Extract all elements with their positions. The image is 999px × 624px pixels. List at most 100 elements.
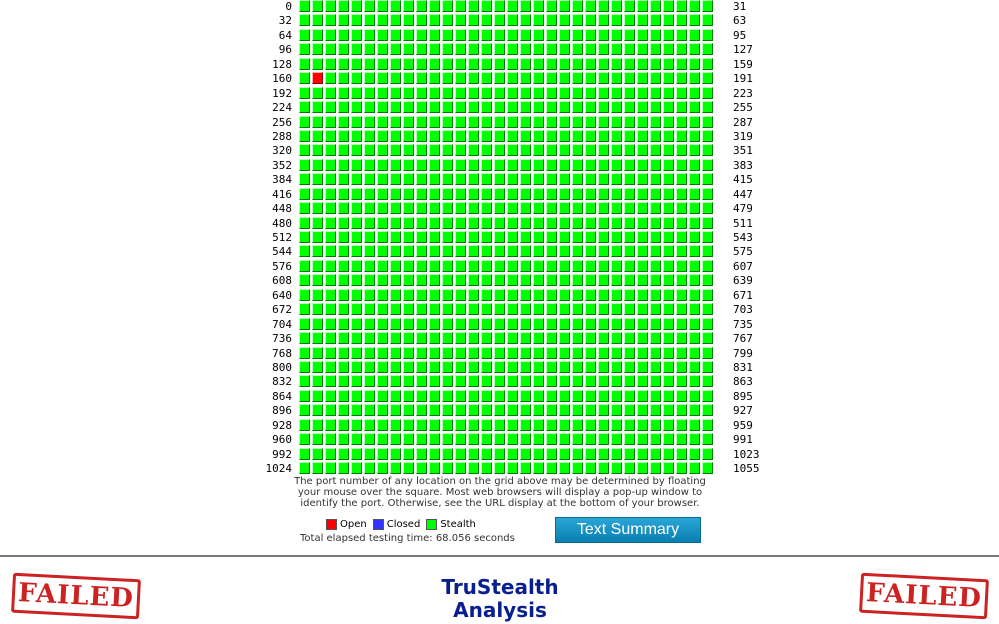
port-cell[interactable]	[494, 29, 505, 41]
port-cell[interactable]	[442, 116, 453, 128]
port-cell[interactable]	[585, 130, 596, 142]
port-cell[interactable]	[429, 87, 440, 99]
port-cell[interactable]	[455, 188, 466, 200]
port-cell[interactable]	[637, 130, 648, 142]
port-cell[interactable]	[442, 217, 453, 229]
port-cell[interactable]	[689, 72, 700, 84]
port-cell[interactable]	[637, 318, 648, 330]
port-cell[interactable]	[416, 72, 427, 84]
port-cell[interactable]	[559, 29, 570, 41]
port-cell[interactable]	[416, 375, 427, 387]
port-cell[interactable]	[520, 217, 531, 229]
port-cell[interactable]	[325, 260, 336, 272]
port-cell[interactable]	[650, 419, 661, 431]
port-cell[interactable]	[312, 404, 323, 416]
port-cell[interactable]	[572, 87, 583, 99]
port-cell[interactable]	[624, 173, 635, 185]
port-cell[interactable]	[585, 116, 596, 128]
port-cell[interactable]	[663, 173, 674, 185]
port-cell[interactable]	[299, 419, 310, 431]
port-cell[interactable]	[520, 462, 531, 474]
port-cell[interactable]	[676, 289, 687, 301]
port-cell[interactable]	[676, 159, 687, 171]
port-cell[interactable]	[546, 0, 557, 12]
port-cell[interactable]	[520, 0, 531, 12]
port-cell[interactable]	[637, 0, 648, 12]
port-cell[interactable]	[468, 433, 479, 445]
port-cell[interactable]	[494, 361, 505, 373]
port-cell[interactable]	[351, 58, 362, 70]
port-cell[interactable]	[351, 274, 362, 286]
port-cell[interactable]	[689, 159, 700, 171]
port-cell[interactable]	[442, 375, 453, 387]
port-cell[interactable]	[481, 375, 492, 387]
port-cell[interactable]	[364, 159, 375, 171]
port-cell[interactable]	[312, 433, 323, 445]
port-cell[interactable]	[559, 14, 570, 26]
port-cell[interactable]	[507, 433, 518, 445]
port-cell[interactable]	[533, 332, 544, 344]
port-cell[interactable]	[663, 433, 674, 445]
port-cell[interactable]	[624, 260, 635, 272]
port-cell[interactable]	[702, 390, 713, 402]
port-cell[interactable]	[611, 448, 622, 460]
port-cell[interactable]	[663, 58, 674, 70]
port-cell[interactable]	[611, 159, 622, 171]
port-cell[interactable]	[377, 130, 388, 142]
port-cell[interactable]	[403, 101, 414, 113]
port-cell[interactable]	[364, 101, 375, 113]
port-cell[interactable]	[390, 462, 401, 474]
port-cell[interactable]	[676, 116, 687, 128]
port-cell[interactable]	[325, 375, 336, 387]
port-cell[interactable]	[572, 217, 583, 229]
port-cell[interactable]	[507, 231, 518, 243]
port-cell[interactable]	[429, 274, 440, 286]
port-cell[interactable]	[611, 289, 622, 301]
port-cell[interactable]	[429, 347, 440, 359]
port-cell[interactable]	[390, 448, 401, 460]
port-cell[interactable]	[572, 260, 583, 272]
port-cell[interactable]	[520, 159, 531, 171]
port-cell[interactable]	[676, 274, 687, 286]
port-cell[interactable]	[351, 260, 362, 272]
port-cell[interactable]	[364, 245, 375, 257]
port-cell[interactable]	[520, 173, 531, 185]
port-cell[interactable]	[390, 58, 401, 70]
port-cell[interactable]	[507, 361, 518, 373]
port-cell[interactable]	[364, 116, 375, 128]
port-cell[interactable]	[325, 130, 336, 142]
port-cell[interactable]	[598, 217, 609, 229]
port-cell[interactable]	[585, 217, 596, 229]
port-cell[interactable]	[546, 375, 557, 387]
port-cell[interactable]	[403, 130, 414, 142]
port-cell[interactable]	[468, 217, 479, 229]
port-cell[interactable]	[455, 419, 466, 431]
port-cell[interactable]	[364, 289, 375, 301]
port-cell[interactable]	[325, 14, 336, 26]
port-cell[interactable]	[637, 260, 648, 272]
port-cell[interactable]	[624, 116, 635, 128]
port-cell[interactable]	[676, 72, 687, 84]
port-cell[interactable]	[494, 231, 505, 243]
port-cell[interactable]	[351, 87, 362, 99]
port-cell[interactable]	[455, 130, 466, 142]
port-cell[interactable]	[520, 303, 531, 315]
port-cell[interactable]	[416, 217, 427, 229]
port-cell[interactable]	[325, 0, 336, 12]
port-cell[interactable]	[624, 58, 635, 70]
port-cell[interactable]	[611, 260, 622, 272]
port-cell[interactable]	[390, 375, 401, 387]
port-cell[interactable]	[338, 260, 349, 272]
port-cell[interactable]	[676, 332, 687, 344]
port-cell[interactable]	[533, 29, 544, 41]
port-cell[interactable]	[559, 375, 570, 387]
port-cell[interactable]	[637, 116, 648, 128]
port-cell[interactable]	[572, 361, 583, 373]
port-cell[interactable]	[650, 318, 661, 330]
port-cell[interactable]	[689, 419, 700, 431]
port-cell[interactable]	[494, 419, 505, 431]
port-cell[interactable]	[299, 318, 310, 330]
port-cell[interactable]	[702, 245, 713, 257]
port-cell[interactable]	[390, 14, 401, 26]
port-cell[interactable]	[507, 404, 518, 416]
